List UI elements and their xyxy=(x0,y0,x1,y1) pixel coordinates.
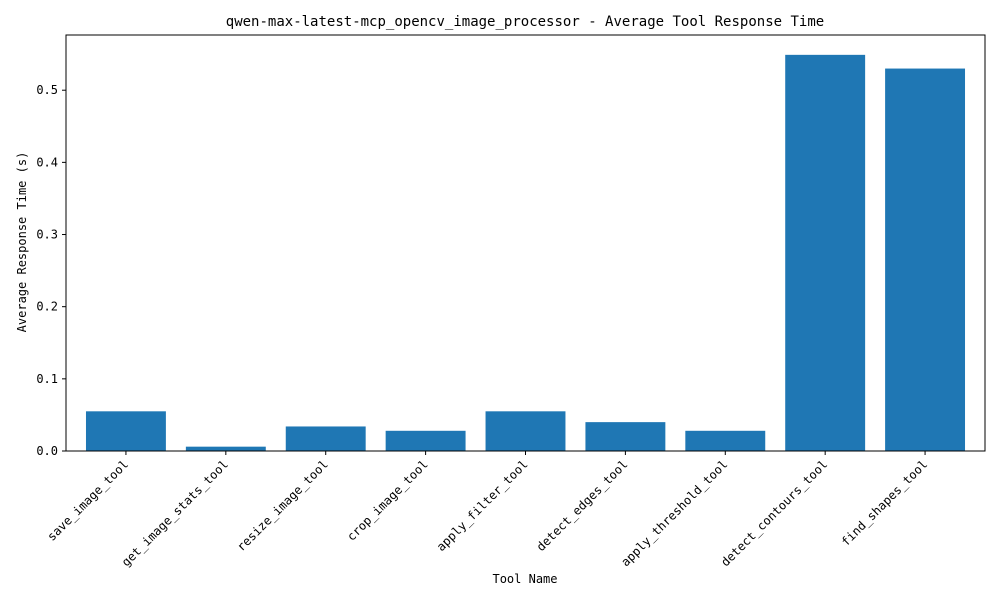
y-tick-label: 0.3 xyxy=(36,228,58,242)
x-tick-label: apply_threshold_tool xyxy=(618,457,730,569)
x-tick-label: apply_filter_tool xyxy=(434,457,531,554)
x-tick-label: detect_contours_tool xyxy=(718,457,830,569)
bar-get-image-stats-tool xyxy=(185,446,266,451)
bar-apply-threshold-tool xyxy=(685,430,766,451)
bar-resize-image-tool xyxy=(285,426,366,451)
plot-frame xyxy=(65,34,986,452)
x-axis-label: Tool Name xyxy=(492,572,557,586)
x-tick-label: get_image_stats_tool xyxy=(119,457,231,569)
chart-title: qwen-max-latest-mcp_opencv_image_process… xyxy=(226,14,824,30)
bar-crop-image-tool xyxy=(385,430,466,451)
y-tick-label: 0.1 xyxy=(36,372,58,386)
y-tick-label: 0.0 xyxy=(36,444,58,458)
bar-detect-contours-tool xyxy=(785,54,866,452)
x-tick-label: save_image_tool xyxy=(45,457,132,544)
x-tick-label: find_shapes_tool xyxy=(839,457,931,549)
x-tick-label: detect_edges_tool xyxy=(534,457,631,554)
bar-apply-filter-tool xyxy=(485,411,566,451)
y-axis: 0.0 0.1 0.2 0.3 0.4 0.5 xyxy=(36,83,66,458)
bars-layer xyxy=(85,54,966,452)
bar-find-shapes-tool xyxy=(885,68,966,452)
y-tick-label: 0.2 xyxy=(36,300,58,314)
x-tick-label: resize_image_tool xyxy=(234,457,331,554)
bar-save-image-tool xyxy=(85,411,166,451)
bar-detect-edges-tool xyxy=(585,422,666,451)
x-tick-label: crop_image_tool xyxy=(344,457,431,544)
y-tick-label: 0.4 xyxy=(36,155,58,169)
y-axis-label: Average Response Time (s) xyxy=(15,152,29,333)
y-tick-label: 0.5 xyxy=(36,83,58,97)
